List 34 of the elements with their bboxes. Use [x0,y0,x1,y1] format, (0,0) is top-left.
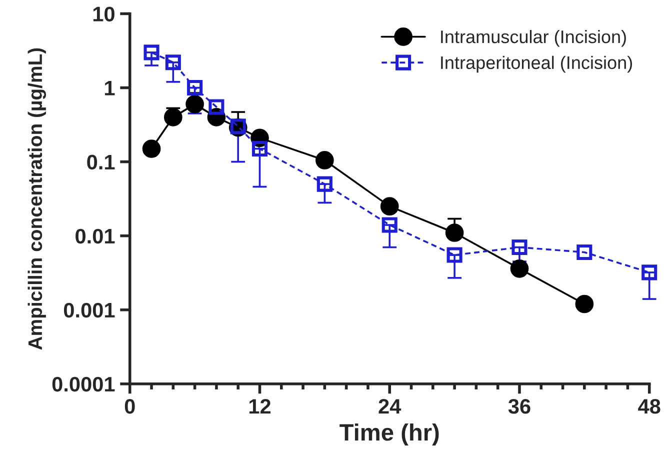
legend-label: Intramuscular (Incision) [441,30,626,47]
point [382,217,398,233]
point [642,264,658,280]
y-tick-label: 0.1 [87,154,115,170]
y-tick-label: 0.0001 [52,376,115,392]
point [512,240,528,256]
x-tick-label: 12 [249,399,270,414]
point [164,108,182,126]
y-axis-title: Ampicillin concentration (µg/mL) [28,48,46,350]
x-tick-label: 36 [508,399,530,414]
point [187,80,203,96]
point [316,151,334,170]
y-tick-label: 1 [105,80,115,96]
point [186,95,204,114]
x-tick-label: 48 [638,399,660,414]
point [208,99,224,115]
point [575,294,594,314]
point [252,140,268,157]
point [144,44,160,60]
point [510,259,529,278]
point [445,224,464,242]
y-tick-label: 10 [93,6,114,22]
x-tick-label: 0 [124,399,135,414]
point [142,140,161,158]
point [316,176,332,192]
x-axis-title: Time (hr) [340,423,439,446]
y-tick-label: 0.001 [64,302,115,318]
x-tick-label: 24 [378,399,402,414]
point [446,247,462,263]
legend-label: Intraperitoneal (Incision) [441,56,632,73]
y-tick-label: 0.01 [76,228,115,244]
point [165,54,181,70]
point [380,197,399,216]
point [576,244,592,260]
